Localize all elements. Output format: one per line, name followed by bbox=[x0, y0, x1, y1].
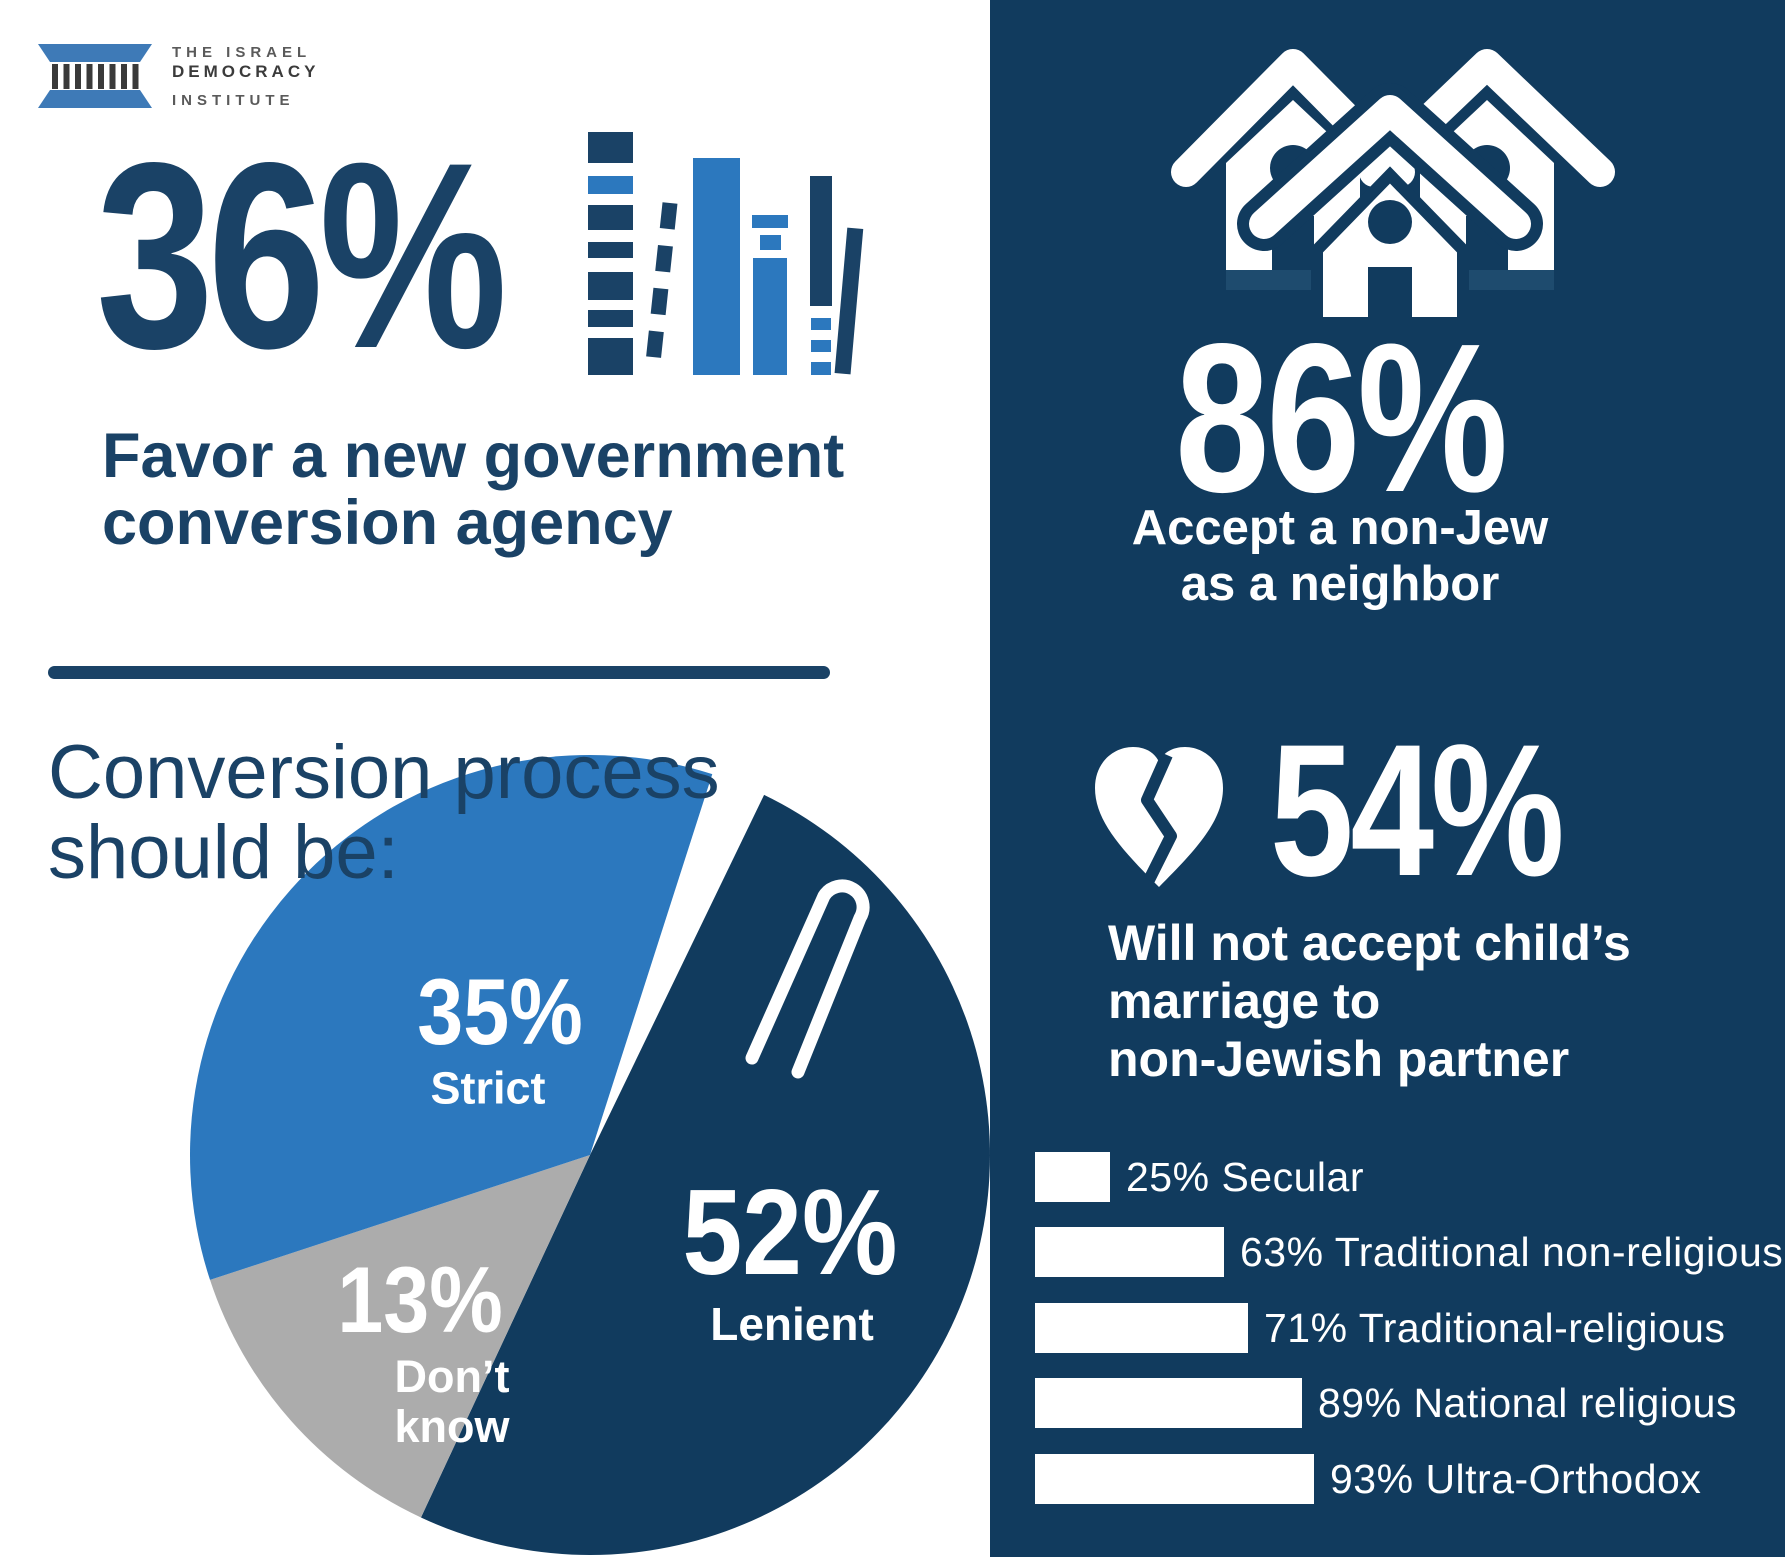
bar-row: 25% Secular bbox=[1035, 1152, 1785, 1202]
pillar-icon bbox=[38, 44, 152, 108]
bar-row: 63% Traditional non-religious bbox=[1035, 1227, 1785, 1278]
stat-marriage-caption-2: marriage to bbox=[1108, 973, 1381, 1029]
stat-conversion-agency-caption-2: conversion agency bbox=[102, 488, 673, 558]
stat-conversion-agency-caption-1: Favor a new government bbox=[102, 421, 845, 491]
bar-row: 71% Traditional-religious bbox=[1035, 1302, 1785, 1353]
bar-label: 71% Traditional-religious bbox=[1264, 1304, 1726, 1351]
logo-text-line2: DEMOCRACY bbox=[172, 62, 320, 81]
tongs-icon bbox=[745, 879, 870, 1079]
stat-neighbor-value: 86% bbox=[1175, 299, 1508, 536]
bar-label: 89% National religious bbox=[1318, 1380, 1737, 1427]
bar-fill bbox=[1035, 1378, 1302, 1429]
pie-label-lenient-value: 52% bbox=[682, 1164, 898, 1300]
pie-label-dontknow-name: Don’t know bbox=[394, 1351, 510, 1452]
stat-conversion-agency-value: 36% bbox=[96, 108, 508, 404]
logo-text-line3: INSTITUTE bbox=[172, 92, 295, 109]
bar-row: 93% Ultra-Orthodox bbox=[1035, 1453, 1785, 1504]
stat-marriage-caption-1: Will not accept child’s bbox=[1108, 915, 1631, 971]
pie-heading-line1: Conversion process bbox=[48, 730, 720, 815]
bar-fill bbox=[1035, 1227, 1224, 1278]
pie-heading-line2: should be: bbox=[48, 810, 399, 895]
pie-label-lenient-name: Lenient bbox=[710, 1298, 874, 1350]
stat-neighbor-caption-1: Accept a non-Jew bbox=[1131, 501, 1549, 555]
section-divider bbox=[48, 666, 830, 679]
bar-fill bbox=[1035, 1302, 1248, 1353]
pie-label-dontknow-value: 13% bbox=[337, 1247, 503, 1352]
bar-row: 89% National religious bbox=[1035, 1378, 1785, 1429]
logo-text-line1: THE ISRAEL bbox=[172, 44, 312, 61]
acceptance-bar-chart: 25% Secular 63% Traditional non-religious… bbox=[1035, 1152, 1785, 1532]
books-icon bbox=[588, 132, 864, 375]
bar-fill bbox=[1035, 1152, 1110, 1202]
bar-label: 25% Secular bbox=[1126, 1154, 1364, 1200]
stat-marriage-caption-3: non-Jewish partner bbox=[1108, 1031, 1570, 1087]
bar-label: 63% Traditional non-religious bbox=[1240, 1229, 1784, 1276]
bar-fill bbox=[1035, 1453, 1314, 1504]
pie-label-strict-name: Strict bbox=[430, 1062, 546, 1114]
stat-marriage-value: 54% bbox=[1270, 705, 1565, 915]
pie-label-strict-value: 35% bbox=[417, 959, 583, 1064]
bar-label: 93% Ultra-Orthodox bbox=[1330, 1455, 1702, 1502]
stat-neighbor-caption-2: as a neighbor bbox=[1180, 557, 1500, 611]
